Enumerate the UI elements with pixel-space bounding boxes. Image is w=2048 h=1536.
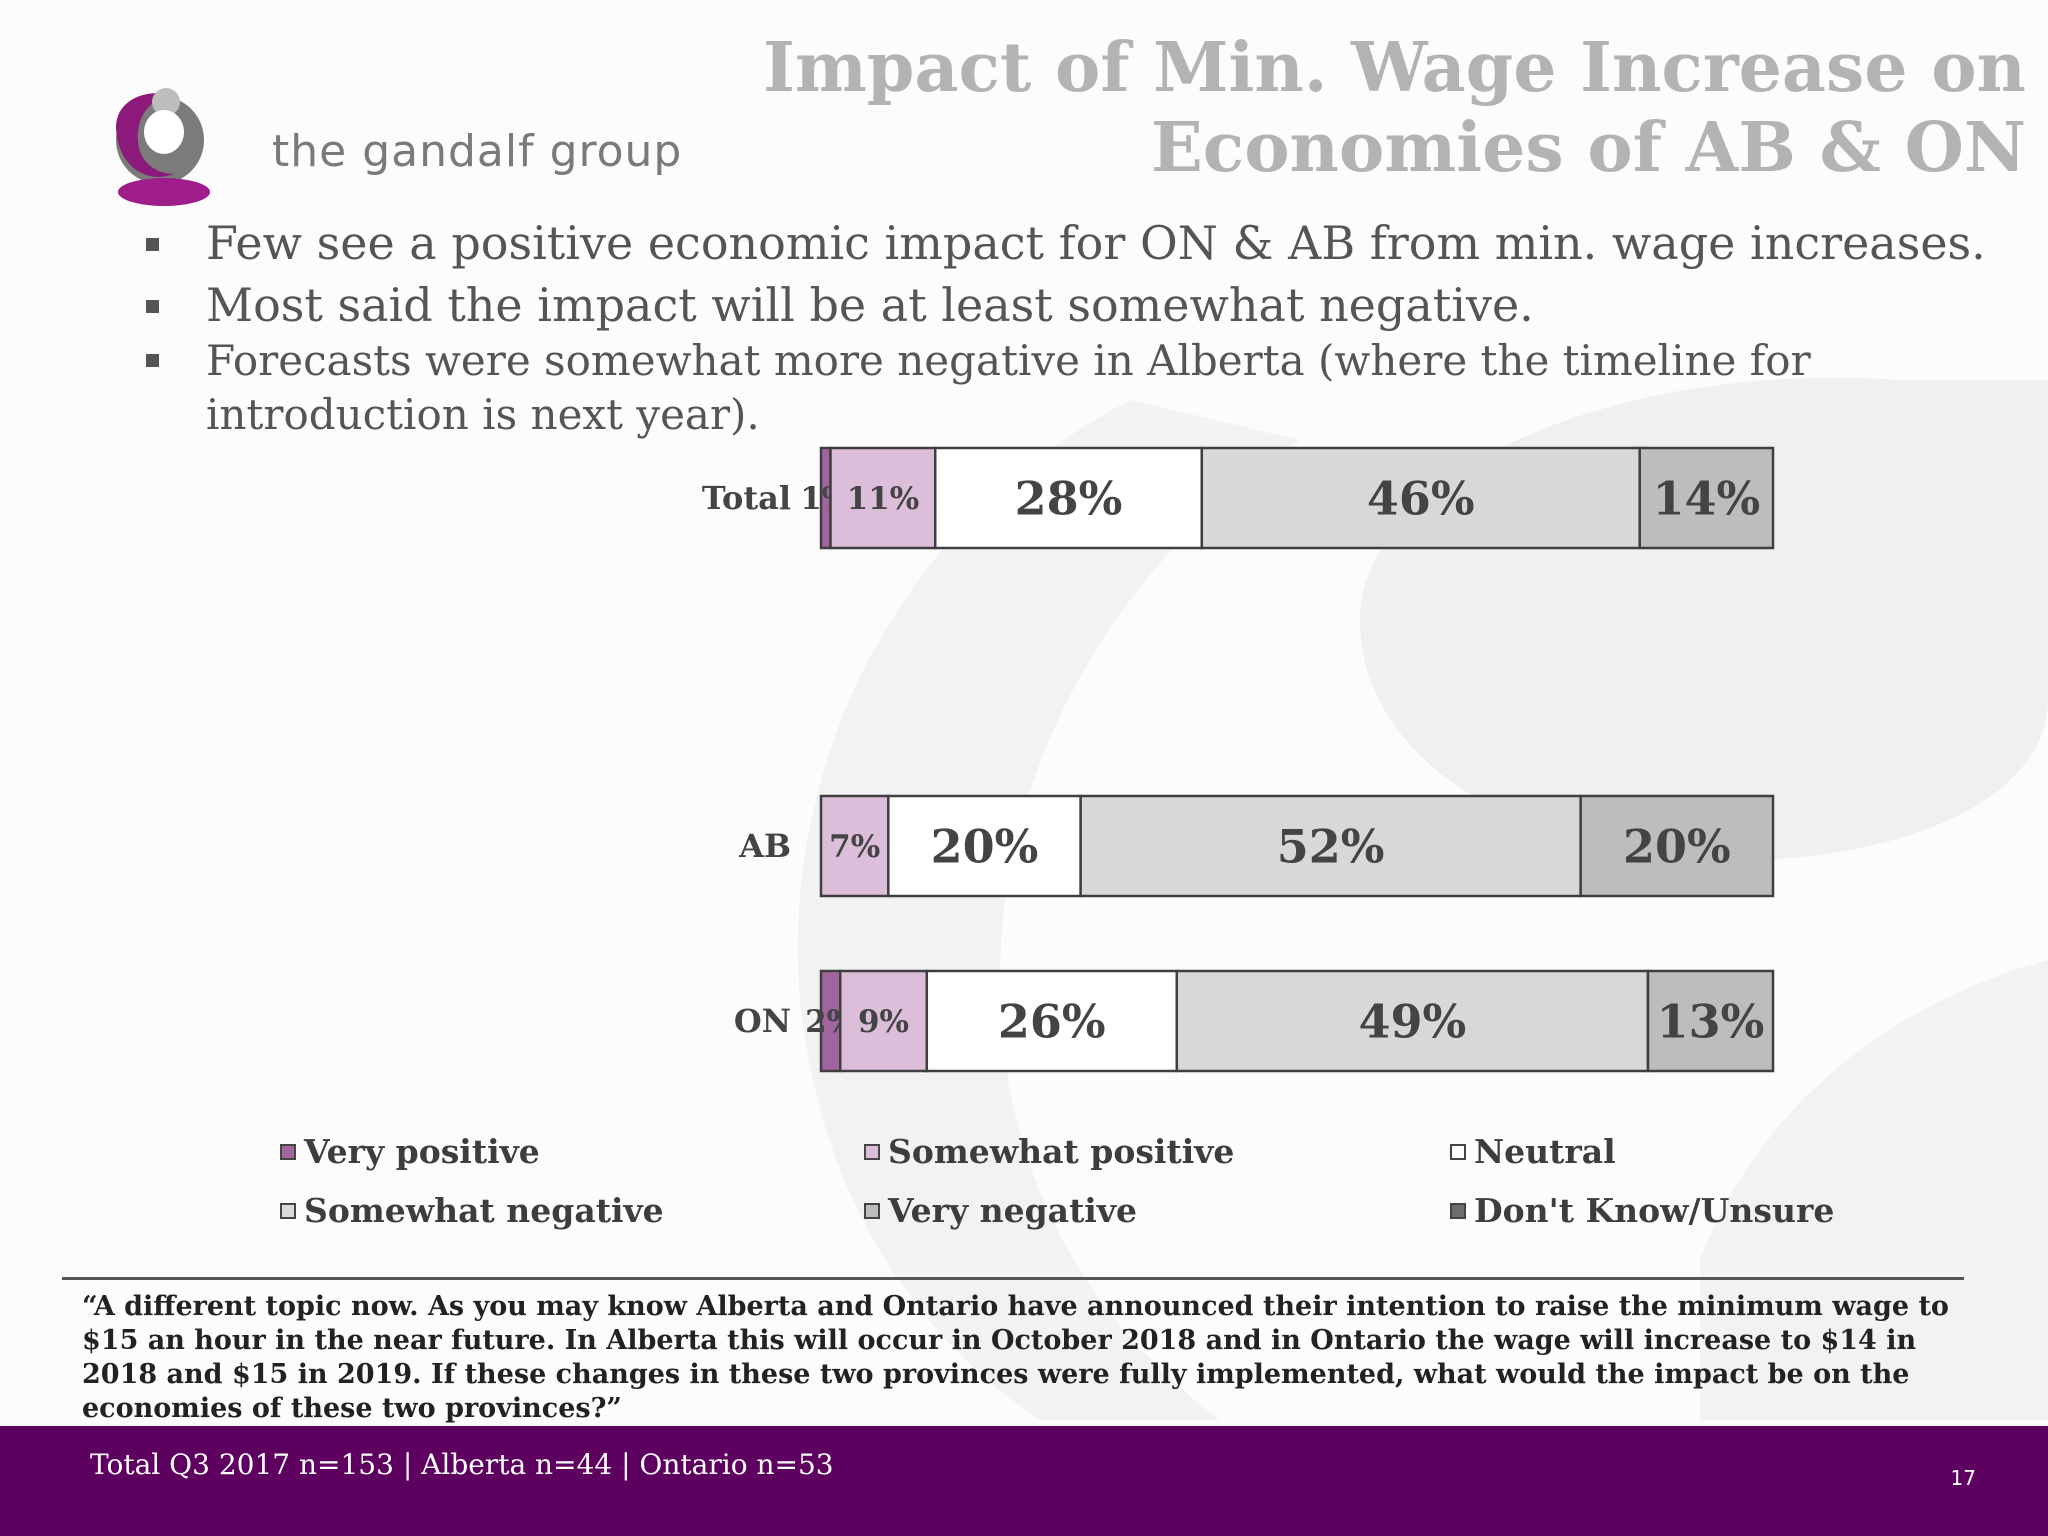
legend-item: Don't Know/Unsure — [1450, 1191, 1834, 1230]
data-label: 7% — [829, 829, 880, 865]
bar-segment — [829, 446, 937, 550]
bar-segment — [1646, 969, 1775, 1073]
category-label: Total — [702, 479, 791, 517]
data-label: 9% — [858, 1004, 909, 1040]
legend-label: Somewhat negative — [304, 1191, 664, 1230]
legend-swatch — [1450, 1202, 1466, 1219]
category-label: ON — [734, 1002, 791, 1040]
legend-item: Somewhat positive — [864, 1132, 1234, 1171]
legend-swatch — [1450, 1143, 1466, 1160]
bar-segment — [819, 794, 890, 898]
bar-segment — [1579, 794, 1775, 898]
data-label: 28% — [1015, 472, 1123, 526]
bullet-item: Few see a positive economic impact for O… — [140, 214, 2020, 272]
legend-label: Very negative — [888, 1191, 1138, 1230]
bullet-square-icon — [146, 354, 159, 367]
legend-label: Somewhat positive — [888, 1132, 1235, 1171]
legend-swatch — [864, 1143, 880, 1160]
data-label: 13% — [1657, 995, 1765, 1049]
data-label: 20% — [931, 820, 1039, 874]
legend-item: Very negative — [864, 1191, 1137, 1230]
bullet-square-icon — [146, 238, 159, 251]
legend-label: Don't Know/Unsure — [1474, 1191, 1835, 1230]
footer-bar: Total Q3 2017 n=153 | Alberta n=44 | Ont… — [0, 1426, 2048, 1536]
data-label: 52% — [1277, 820, 1385, 874]
bar-segment — [887, 794, 1082, 898]
legend-swatch — [280, 1143, 296, 1160]
sample-size-note: Total Q3 2017 n=153 | Alberta n=44 | Ont… — [90, 1448, 834, 1481]
legend-swatch — [280, 1202, 296, 1219]
data-label: 11% — [847, 481, 920, 517]
bullet-list: Few see a positive economic impact for O… — [140, 214, 2020, 442]
bullet-square-icon — [146, 300, 159, 313]
title-line-1: Impact of Min. Wage Increase on — [763, 28, 2026, 108]
category-label: AB — [738, 827, 791, 865]
bar-segment — [1200, 446, 1641, 550]
title-line-2: Economies of AB & ON — [1150, 108, 2026, 188]
bar-segment — [1638, 446, 1775, 550]
bullet-item: Forecasts were somewhat more negative in… — [140, 334, 2020, 442]
divider — [62, 1277, 1964, 1280]
legend-item: Very positive — [280, 1132, 540, 1171]
brand-name: the gandalf group — [272, 126, 683, 177]
data-label: 20% — [1623, 820, 1731, 874]
page-title: Impact of Min. Wage Increase on Economie… — [726, 28, 2026, 188]
data-label: 14% — [1652, 472, 1760, 526]
data-label: 46% — [1367, 472, 1475, 526]
bar-segment — [1175, 969, 1650, 1073]
survey-question: “A different topic now. As you may know … — [82, 1291, 1949, 1424]
chart-legend: Very positive Somewhat positive Neutral Som… — [280, 1132, 1900, 1252]
bar-segment — [925, 969, 1179, 1073]
legend-label: Very positive — [304, 1132, 540, 1171]
data-label: 49% — [1359, 995, 1467, 1049]
bar-segment — [1079, 794, 1582, 898]
legend-item: Somewhat negative — [280, 1191, 664, 1230]
page-number: 17 — [1950, 1466, 1976, 1490]
legend-label: Neutral — [1474, 1132, 1616, 1171]
bar-segment — [933, 446, 1204, 550]
bullet-item: Most said the impact will be at least so… — [140, 276, 2020, 334]
data-label: 26% — [998, 995, 1106, 1049]
bar-segment — [838, 969, 929, 1073]
gandalf-logo — [116, 88, 210, 206]
legend-item: Neutral — [1450, 1132, 1616, 1171]
legend-swatch — [864, 1202, 880, 1219]
